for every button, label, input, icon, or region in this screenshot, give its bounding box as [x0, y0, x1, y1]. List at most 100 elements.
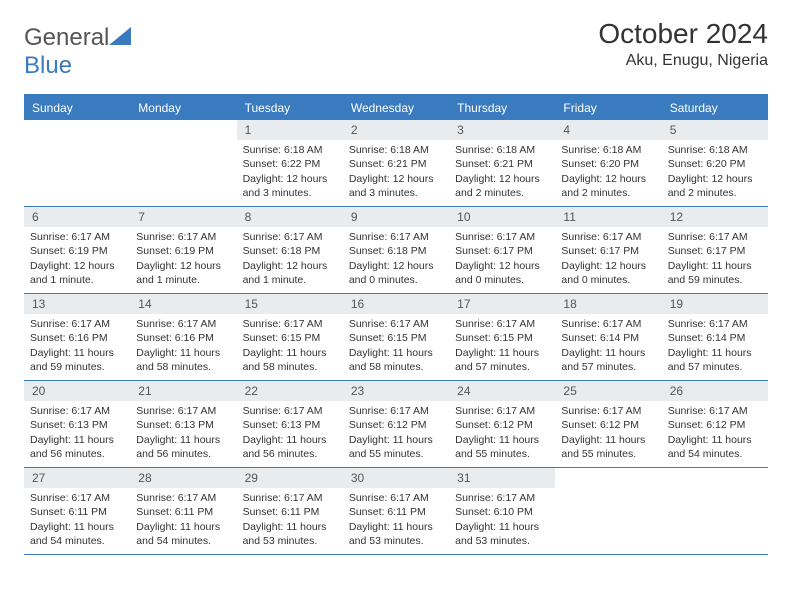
dow-cell: Friday: [555, 96, 661, 120]
day-number: 9: [343, 207, 449, 227]
sunset: Sunset: 6:15 PM: [349, 331, 443, 345]
sunrise: Sunrise: 6:17 AM: [668, 230, 762, 244]
day-number: 31: [449, 468, 555, 488]
day-cell: 8Sunrise: 6:17 AMSunset: 6:18 PMDaylight…: [237, 207, 343, 293]
daylight: Daylight: 11 hours and 55 minutes.: [349, 433, 443, 461]
daylight: Daylight: 11 hours and 59 minutes.: [30, 346, 124, 374]
sunset: Sunset: 6:12 PM: [455, 418, 549, 432]
day-cell: 2Sunrise: 6:18 AMSunset: 6:21 PMDaylight…: [343, 120, 449, 206]
day-cell: 14 Sunrise: 6:17 AMSunset: 6:16 PMDayligh…: [130, 294, 236, 380]
day-body: Sunrise: 6:17 AMSunset: 6:13 PMDaylight:…: [24, 401, 130, 467]
day-body: Sunrise: 6:18 AMSunset: 6:21 PMDaylight:…: [449, 140, 555, 206]
day-number: 19: [662, 294, 768, 314]
sunrise: Sunrise: 6:17 AM: [243, 491, 337, 505]
day-cell: 23Sunrise: 6:17 AMSunset: 6:12 PMDayligh…: [343, 381, 449, 467]
day-cell: 30Sunrise: 6:17 AMSunset: 6:11 PMDayligh…: [343, 468, 449, 554]
brand-name-b: Blue: [24, 52, 72, 79]
sunset: Sunset: 6:18 PM: [243, 244, 337, 258]
sunrise: Sunrise: 6:18 AM: [243, 143, 337, 157]
daylight: Daylight: 12 hours and 2 minutes.: [561, 172, 655, 200]
day-body: Sunrise: 6:17 AMSunset: 6:12 PMDaylight:…: [449, 401, 555, 467]
day-body: Sunrise: 6:17 AMSunset: 6:14 PMDaylight:…: [555, 314, 661, 380]
sunrise: Sunrise: 6:17 AM: [30, 404, 124, 418]
calendar: Sunday Monday Tuesday Wednesday Thursday…: [24, 94, 768, 555]
dow-cell: Monday: [130, 96, 236, 120]
sunrise: Sunrise: 6:17 AM: [349, 491, 443, 505]
day-number: 13: [24, 294, 130, 314]
sunset: Sunset: 6:16 PM: [30, 331, 124, 345]
dow-row: Sunday Monday Tuesday Wednesday Thursday…: [24, 96, 768, 120]
sunset: Sunset: 6:13 PM: [136, 418, 230, 432]
day-body: Sunrise: 6:17 AMSunset: 6:12 PMDaylight:…: [343, 401, 449, 467]
day-number: 15: [237, 294, 343, 314]
week-row: 6Sunrise: 6:17 AMSunset: 6:19 PMDaylight…: [24, 207, 768, 294]
day-cell: 25Sunrise: 6:17 AMSunset: 6:12 PMDayligh…: [555, 381, 661, 467]
sunset: Sunset: 6:12 PM: [349, 418, 443, 432]
daylight: Daylight: 11 hours and 54 minutes.: [136, 520, 230, 548]
weeks-container: 1Sunrise: 6:18 AMSunset: 6:22 PMDaylight…: [24, 120, 768, 555]
day-cell: 4Sunrise: 6:18 AMSunset: 6:20 PMDaylight…: [555, 120, 661, 206]
daylight: Daylight: 12 hours and 1 minute.: [30, 259, 124, 287]
brand-name-a: General: [24, 24, 109, 51]
day-number: 27: [24, 468, 130, 488]
brand-logo: GeneralBlue: [24, 18, 131, 80]
day-cell: [662, 468, 768, 554]
sunrise: Sunrise: 6:17 AM: [561, 230, 655, 244]
sunset: Sunset: 6:11 PM: [243, 505, 337, 519]
daylight: Daylight: 11 hours and 57 minutes.: [561, 346, 655, 374]
day-number: 14: [130, 294, 236, 314]
sunrise: Sunrise: 6:17 AM: [136, 317, 230, 331]
week-row: 1Sunrise: 6:18 AMSunset: 6:22 PMDaylight…: [24, 120, 768, 207]
sunrise: Sunrise: 6:18 AM: [349, 143, 443, 157]
day-number: 18: [555, 294, 661, 314]
day-number: 12: [662, 207, 768, 227]
sunrise: Sunrise: 6:17 AM: [455, 230, 549, 244]
sunrise: Sunrise: 6:17 AM: [30, 317, 124, 331]
dow-cell: Saturday: [662, 96, 768, 120]
day-number: 26: [662, 381, 768, 401]
daylight: Daylight: 11 hours and 58 minutes.: [136, 346, 230, 374]
day-body: Sunrise: 6:17 AMSunset: 6:17 PMDaylight:…: [662, 227, 768, 293]
sunset: Sunset: 6:13 PM: [243, 418, 337, 432]
day-cell: 1Sunrise: 6:18 AMSunset: 6:22 PMDaylight…: [237, 120, 343, 206]
day-cell: 21Sunrise: 6:17 AMSunset: 6:13 PMDayligh…: [130, 381, 236, 467]
day-number: 25: [555, 381, 661, 401]
day-cell: 3Sunrise: 6:18 AMSunset: 6:21 PMDaylight…: [449, 120, 555, 206]
day-number: 11: [555, 207, 661, 227]
sunrise: Sunrise: 6:17 AM: [349, 230, 443, 244]
daylight: Daylight: 11 hours and 56 minutes.: [243, 433, 337, 461]
day-cell: 31Sunrise: 6:17 AMSunset: 6:10 PMDayligh…: [449, 468, 555, 554]
sunrise: Sunrise: 6:17 AM: [349, 317, 443, 331]
daylight: Daylight: 12 hours and 3 minutes.: [243, 172, 337, 200]
daylight: Daylight: 11 hours and 53 minutes.: [243, 520, 337, 548]
day-cell: 22Sunrise: 6:17 AMSunset: 6:13 PMDayligh…: [237, 381, 343, 467]
location: Aku, Enugu, Nigeria: [598, 52, 768, 70]
dow-cell: Thursday: [449, 96, 555, 120]
sunset: Sunset: 6:18 PM: [349, 244, 443, 258]
daylight: Daylight: 11 hours and 54 minutes.: [30, 520, 124, 548]
sunrise: Sunrise: 6:17 AM: [243, 404, 337, 418]
sunset: Sunset: 6:15 PM: [243, 331, 337, 345]
sunrise: Sunrise: 6:17 AM: [30, 230, 124, 244]
day-body: Sunrise: 6:18 AMSunset: 6:22 PMDaylight:…: [237, 140, 343, 206]
sunset: Sunset: 6:15 PM: [455, 331, 549, 345]
day-cell: 20Sunrise: 6:17 AMSunset: 6:13 PMDayligh…: [24, 381, 130, 467]
sunset: Sunset: 6:11 PM: [136, 505, 230, 519]
sunset: Sunset: 6:11 PM: [349, 505, 443, 519]
day-cell: 17Sunrise: 6:17 AMSunset: 6:15 PMDayligh…: [449, 294, 555, 380]
sunset: Sunset: 6:22 PM: [243, 157, 337, 171]
week-row: 20Sunrise: 6:17 AMSunset: 6:13 PMDayligh…: [24, 381, 768, 468]
day-cell: [130, 120, 236, 206]
day-number: 29: [237, 468, 343, 488]
day-number: 24: [449, 381, 555, 401]
day-body: Sunrise: 6:17 AMSunset: 6:12 PMDaylight:…: [662, 401, 768, 467]
day-number: 1: [237, 120, 343, 140]
sunset: Sunset: 6:17 PM: [455, 244, 549, 258]
day-cell: 10Sunrise: 6:17 AMSunset: 6:17 PMDayligh…: [449, 207, 555, 293]
sunset: Sunset: 6:16 PM: [136, 331, 230, 345]
month-title: October 2024: [598, 18, 768, 50]
daylight: Daylight: 12 hours and 0 minutes.: [561, 259, 655, 287]
day-cell: 28Sunrise: 6:17 AMSunset: 6:11 PMDayligh…: [130, 468, 236, 554]
sunrise: Sunrise: 6:17 AM: [243, 317, 337, 331]
daylight: Daylight: 12 hours and 0 minutes.: [349, 259, 443, 287]
